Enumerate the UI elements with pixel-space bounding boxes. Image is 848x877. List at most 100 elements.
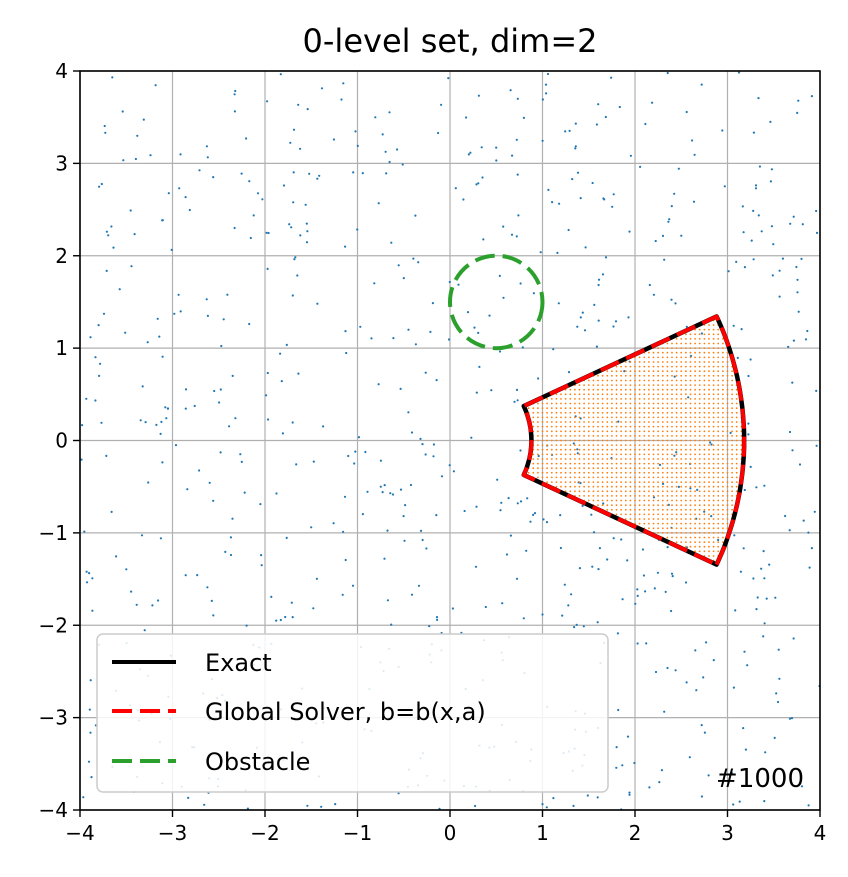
sample-point — [448, 464, 451, 467]
sample-point — [529, 520, 532, 523]
sample-point — [597, 283, 600, 287]
fill-point — [689, 513, 692, 516]
fill-point — [652, 402, 655, 405]
sample-point — [435, 379, 438, 382]
sample-point — [142, 118, 145, 121]
fill-point — [611, 476, 613, 479]
fill-point — [731, 379, 733, 382]
fill-point — [666, 490, 669, 493]
sample-point — [579, 316, 582, 319]
sample-point — [334, 803, 337, 806]
fill-point — [694, 379, 696, 382]
sample-point — [402, 515, 405, 518]
legend-exact-label: Exact — [205, 649, 272, 677]
fill-point — [685, 527, 687, 530]
sample-point — [83, 530, 86, 533]
fill-point — [574, 416, 576, 419]
fill-point — [643, 374, 646, 377]
sample-point — [203, 803, 206, 806]
sample-point — [279, 618, 282, 622]
sample-point — [208, 481, 211, 484]
fill-point — [629, 421, 632, 423]
sample-point — [815, 231, 819, 234]
fill-point — [689, 458, 692, 460]
sample-point — [475, 183, 478, 186]
sample-point — [501, 602, 504, 605]
fill-point — [703, 467, 706, 470]
fill-point — [634, 365, 636, 368]
sample-point — [353, 462, 356, 465]
fill-point — [661, 384, 664, 386]
fill-point — [574, 453, 576, 456]
fill-point — [652, 504, 655, 507]
fill-point — [675, 398, 678, 400]
sample-point — [596, 796, 599, 799]
fill-point — [712, 347, 715, 349]
fill-point — [624, 448, 627, 451]
fill-point — [587, 485, 590, 488]
fill-point — [680, 508, 683, 511]
sample-point — [431, 302, 434, 305]
sample-point — [259, 503, 262, 506]
fill-point — [615, 444, 618, 446]
sample-point — [354, 450, 357, 453]
fill-point — [698, 444, 701, 446]
sample-point — [112, 246, 115, 249]
fill-point — [597, 374, 599, 377]
fill-point — [657, 513, 659, 516]
fill-point — [685, 384, 687, 386]
fill-point — [532, 458, 535, 460]
sample-point — [525, 549, 528, 552]
fill-point — [722, 435, 724, 437]
fill-point — [532, 416, 535, 419]
fill-point — [643, 458, 646, 460]
fill-point — [597, 416, 599, 419]
fill-point — [615, 407, 618, 410]
fill-point — [717, 411, 720, 414]
fill-point — [694, 467, 696, 470]
fill-point — [537, 411, 539, 414]
fill-point — [698, 439, 701, 442]
fill-point — [555, 402, 558, 405]
fill-point — [550, 402, 553, 405]
fill-point — [648, 435, 650, 437]
fill-point — [680, 522, 683, 525]
fill-point — [735, 421, 738, 423]
fill-point — [583, 421, 585, 423]
fill-point — [578, 398, 581, 400]
fill-point — [698, 471, 701, 474]
fill-point — [634, 504, 636, 507]
sample-point — [475, 505, 478, 508]
fill-point — [657, 374, 659, 377]
fill-point — [685, 532, 687, 534]
sample-point — [409, 483, 413, 487]
fill-point — [546, 398, 548, 400]
sample-point — [88, 708, 91, 711]
fill-point — [624, 458, 627, 460]
fill-point — [666, 421, 669, 423]
sample-point — [763, 577, 766, 580]
fill-point — [698, 508, 701, 511]
fill-point — [624, 444, 627, 446]
fill-point — [722, 495, 724, 497]
fill-point — [546, 481, 548, 483]
fill-point — [560, 444, 562, 446]
fill-point — [712, 513, 715, 516]
fill-point — [541, 471, 544, 474]
sample-point — [717, 538, 720, 542]
sample-point — [734, 609, 737, 612]
fill-point — [624, 361, 627, 363]
fill-point — [634, 398, 636, 400]
fill-point — [666, 342, 669, 345]
fill-point — [671, 439, 673, 442]
fill-point — [578, 402, 581, 405]
fill-point — [597, 476, 599, 479]
sample-point — [597, 278, 601, 281]
sample-point — [709, 441, 712, 444]
fill-point — [601, 379, 604, 382]
fill-point — [726, 379, 729, 382]
fill-point — [726, 421, 729, 423]
fill-point — [680, 365, 683, 368]
fill-point — [606, 425, 609, 428]
